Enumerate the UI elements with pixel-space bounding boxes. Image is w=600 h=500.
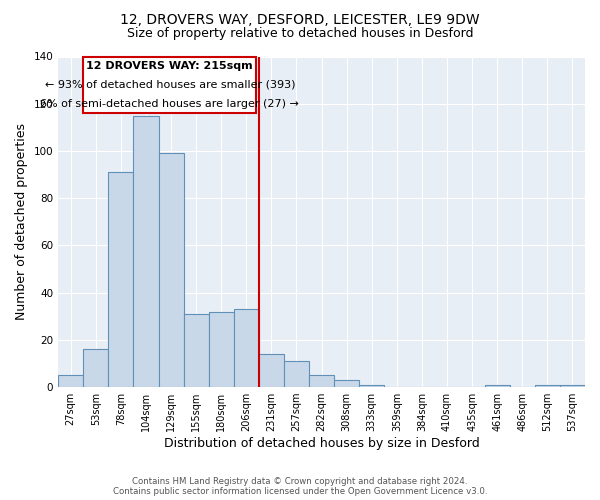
Text: ← 93% of detached houses are smaller (393): ← 93% of detached houses are smaller (39… [44,80,295,90]
X-axis label: Distribution of detached houses by size in Desford: Distribution of detached houses by size … [164,437,479,450]
Text: 6% of semi-detached houses are larger (27) →: 6% of semi-detached houses are larger (2… [40,98,299,108]
Text: 12 DROVERS WAY: 215sqm: 12 DROVERS WAY: 215sqm [86,61,253,71]
Text: 12, DROVERS WAY, DESFORD, LEICESTER, LE9 9DW: 12, DROVERS WAY, DESFORD, LEICESTER, LE9… [120,12,480,26]
Text: Contains HM Land Registry data © Crown copyright and database right 2024.: Contains HM Land Registry data © Crown c… [132,478,468,486]
Bar [359,384,385,387]
Bar [209,312,234,387]
Bar [485,384,510,387]
Bar [133,116,158,387]
Bar [535,384,560,387]
Bar [58,376,83,387]
Bar [334,380,359,387]
Text: Contains public sector information licensed under the Open Government Licence v3: Contains public sector information licen… [113,487,487,496]
Bar [83,350,109,387]
Bar [234,309,259,387]
Bar [259,354,284,387]
Bar [158,154,184,387]
Bar [560,384,585,387]
Bar [309,376,334,387]
Bar [109,172,133,387]
Y-axis label: Number of detached properties: Number of detached properties [15,124,28,320]
Bar [284,361,309,387]
Bar [184,314,209,387]
Text: Size of property relative to detached houses in Desford: Size of property relative to detached ho… [127,28,473,40]
FancyBboxPatch shape [83,56,256,113]
